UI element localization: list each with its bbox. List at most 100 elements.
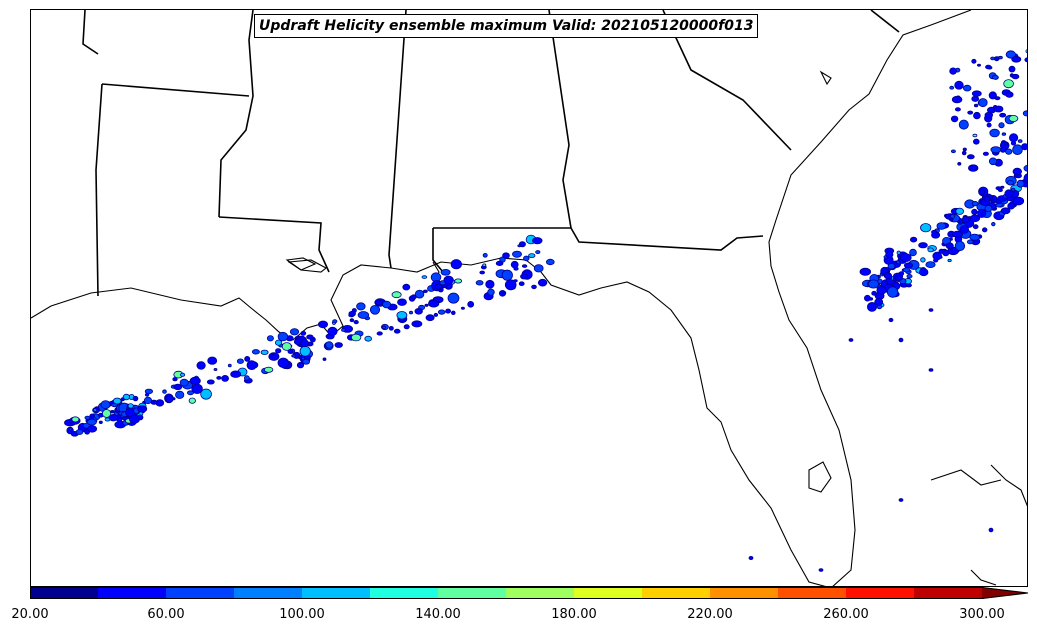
helicity-cell (144, 396, 153, 405)
colorbar-outline (30, 587, 1029, 599)
helicity-cell (277, 357, 290, 369)
helicity-cell (1005, 50, 1016, 59)
helicity-cell (230, 370, 242, 378)
helicity-cell (998, 122, 1005, 129)
helicity-cell (1023, 173, 1027, 183)
helicity-cell (961, 215, 970, 223)
helicity-cell (244, 355, 251, 362)
helicity-cell (545, 258, 555, 266)
helicity-cell (973, 103, 979, 108)
helicity-cell (537, 278, 548, 287)
helicity-cell (297, 355, 303, 360)
helicity-cell (1011, 55, 1022, 63)
helicity-cell (87, 425, 98, 433)
helicity-cell (300, 330, 307, 336)
helicity-cell (403, 324, 410, 330)
helicity-cell (86, 418, 97, 426)
helicity-cell (1013, 173, 1018, 178)
helicity-cell (396, 311, 408, 320)
helicity-cell (1004, 189, 1014, 198)
helicity-cell (447, 292, 460, 304)
helicity-cell (422, 289, 428, 293)
colorbar-bin (778, 587, 847, 599)
colorbar-tick-label: 20.00 (11, 607, 49, 622)
helicity-cell (144, 392, 150, 397)
helicity-cell (1022, 110, 1027, 117)
helicity-cell (958, 220, 963, 225)
helicity-cell (1023, 164, 1027, 172)
helicity-cell (919, 268, 929, 277)
helicity-cell (112, 397, 122, 405)
helicity-cell (977, 63, 982, 67)
al-fl-border (433, 227, 764, 251)
helicity-cell (959, 224, 970, 234)
colorbar-tick-label: 300.00 (959, 607, 1005, 622)
helicity-cell (942, 249, 950, 257)
helicity-cell (437, 309, 446, 315)
helicity-cell (999, 146, 1007, 153)
colorbar-tick-label: 220.00 (687, 607, 733, 622)
helicity-cell (991, 74, 999, 80)
helicity-cell (382, 300, 392, 309)
al-ga-border (548, 10, 572, 229)
colorbar-tick-label: 260.00 (823, 607, 869, 622)
helicity-cell (110, 410, 115, 414)
helicity-cell (932, 251, 942, 261)
colorbar-bin (302, 587, 371, 599)
helicity-cell (475, 280, 484, 286)
helicity-cell (89, 413, 95, 418)
helicity-cell (898, 337, 904, 343)
helicity-cell (349, 318, 355, 323)
colorbar-tick-label: 140.00 (415, 607, 461, 622)
helicity-cell (984, 204, 993, 212)
keys (930, 469, 1002, 486)
helicity-cell (982, 151, 989, 156)
helicity-cell (859, 267, 872, 276)
helicity-cell (748, 556, 754, 561)
helicity-cell (196, 361, 206, 370)
helicity-cell (950, 115, 959, 123)
helicity-cell (966, 154, 975, 160)
helicity-cell (502, 291, 507, 295)
helicity-cell (443, 275, 454, 285)
helicity-cell (867, 301, 878, 312)
helicity-cell (357, 311, 370, 319)
helicity-cell (989, 128, 1000, 138)
colorbar-bin (438, 587, 507, 599)
helicity-cell (393, 328, 401, 334)
helicity-cell (971, 58, 977, 64)
helicity-cell (962, 147, 967, 152)
helicity-cell (391, 291, 402, 299)
helicity-cell (1011, 187, 1016, 192)
helicity-cell (108, 414, 118, 422)
helicity-cell (375, 300, 384, 306)
bahamas-2 (970, 569, 997, 586)
helicity-cell (512, 250, 522, 258)
helicity-cell (954, 240, 966, 252)
helicity-cell (434, 283, 443, 290)
helicity-cell (317, 320, 328, 329)
helicity-cell (961, 150, 967, 156)
helicity-cell (236, 358, 244, 364)
helicity-cell (421, 275, 428, 279)
helicity-cell (1007, 202, 1015, 210)
helicity-cell (967, 110, 974, 115)
helicity-cell (1005, 148, 1013, 155)
helicity-cell (931, 229, 938, 235)
helicity-cell (301, 356, 306, 361)
helicity-cell (1008, 65, 1016, 73)
helicity-cell (898, 498, 904, 502)
map-panel (30, 9, 1028, 587)
helicity-cell (402, 283, 411, 291)
helicity-cell (243, 375, 250, 381)
bahamas-1 (990, 464, 1027, 507)
helicity-cell (189, 376, 201, 385)
helicity-cell (848, 338, 854, 342)
colorbar-bin (574, 587, 643, 599)
helicity-cell (364, 335, 373, 342)
helicity-cell (951, 95, 963, 104)
helicity-cell (954, 107, 961, 112)
helicity-cell (179, 378, 189, 387)
helicity-cell (510, 260, 519, 269)
ga-sc-border (662, 10, 792, 151)
